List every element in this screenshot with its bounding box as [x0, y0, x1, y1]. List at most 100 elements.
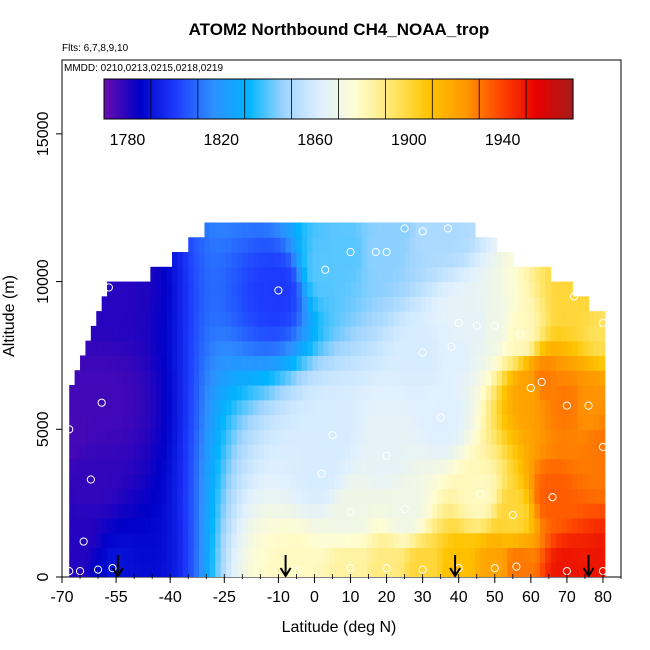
heat-cell — [231, 311, 238, 327]
heat-cell — [323, 340, 330, 357]
heat-cell — [572, 399, 579, 416]
heat-cell — [301, 266, 308, 283]
heat-cell — [464, 281, 471, 297]
heat-cell — [593, 311, 600, 327]
heat-cell — [280, 237, 287, 253]
heat-cell — [577, 532, 584, 549]
heat-cell — [80, 458, 87, 475]
heat-cell — [350, 517, 357, 534]
heat-cell — [545, 562, 552, 577]
heat-cell — [296, 458, 303, 475]
heat-cell — [296, 355, 303, 371]
heat-cell — [150, 399, 157, 416]
heat-cell — [534, 444, 541, 460]
heat-cell — [550, 444, 557, 460]
heat-cell — [226, 547, 233, 563]
heat-cell — [291, 266, 298, 283]
heat-cell — [128, 562, 135, 577]
heat-cell — [96, 444, 103, 460]
heat-cell — [199, 355, 206, 371]
heat-cell — [323, 488, 330, 504]
heat-cell — [393, 532, 400, 549]
heat-cell — [166, 296, 173, 312]
heat-cell — [269, 414, 276, 430]
heat-cell — [139, 384, 146, 401]
heatmap-field — [69, 222, 606, 577]
heat-cell — [345, 355, 352, 371]
colorbar-segment — [542, 79, 546, 119]
heat-cell — [312, 296, 319, 312]
heat-cell — [447, 503, 454, 519]
observation-point — [418, 348, 427, 357]
heat-cell — [323, 384, 330, 401]
heat-cell — [123, 325, 130, 342]
heat-cell — [361, 517, 368, 534]
heat-cell — [556, 281, 563, 297]
heat-cell — [447, 399, 454, 416]
colorbar-segment — [209, 79, 213, 119]
heat-cell — [415, 370, 422, 386]
heat-cell — [253, 296, 260, 312]
heat-cell — [188, 311, 195, 327]
heat-cell — [426, 237, 433, 253]
heat-cell — [480, 414, 487, 430]
heat-cell — [529, 340, 536, 357]
heat-cell — [415, 340, 422, 357]
heat-cell — [280, 429, 287, 445]
heat-cell — [318, 429, 325, 445]
heat-cell — [345, 370, 352, 386]
colorbar-segment — [115, 79, 119, 119]
heat-cell — [134, 340, 141, 357]
heat-cell — [334, 429, 341, 445]
heat-cell — [161, 311, 168, 327]
heat-cell — [437, 325, 444, 342]
heat-cell — [529, 266, 536, 283]
colorbar-segment — [303, 79, 307, 119]
heat-cell — [523, 355, 530, 371]
heat-cell — [236, 340, 243, 357]
heat-cell — [372, 532, 379, 549]
heat-cell — [496, 355, 503, 371]
heat-cell — [415, 325, 422, 342]
heat-cell — [539, 325, 546, 342]
heat-cell — [291, 340, 298, 357]
heat-cell — [172, 547, 179, 563]
x-tick-label: 40 — [450, 589, 468, 606]
heat-cell — [96, 384, 103, 401]
colorbar-segment — [157, 79, 161, 119]
heat-cell — [550, 547, 557, 563]
heat-cell — [431, 517, 438, 534]
heat-cell — [242, 340, 249, 357]
heat-cell — [253, 503, 260, 519]
heat-cell — [128, 503, 135, 519]
heat-cell — [236, 488, 243, 504]
heat-cell — [296, 325, 303, 342]
heat-cell — [561, 429, 568, 445]
heat-cell — [134, 532, 141, 549]
observation-point — [400, 504, 409, 514]
heat-cell — [512, 355, 519, 371]
heat-cell — [382, 473, 389, 489]
heat-cell — [345, 252, 352, 268]
heat-cell — [263, 399, 270, 416]
heat-cell — [453, 517, 460, 534]
heat-cell — [550, 414, 557, 430]
heat-cell — [144, 532, 151, 549]
heat-cell — [328, 503, 335, 519]
colorbar-segment — [476, 79, 480, 119]
heat-cell — [399, 429, 406, 445]
heat-cell — [209, 266, 216, 283]
heat-cell — [464, 488, 471, 504]
heat-cell — [377, 562, 384, 577]
heat-cell — [545, 384, 552, 401]
x-tick-label: 30 — [414, 589, 432, 606]
heat-cell — [177, 547, 184, 563]
heat-cell — [529, 370, 536, 386]
colorbar-segment — [146, 79, 150, 119]
heat-cell — [334, 296, 341, 312]
heat-cell — [144, 444, 151, 460]
heat-cell — [90, 562, 97, 577]
heat-cell — [80, 517, 87, 534]
heat-cell — [301, 488, 308, 504]
heat-cell — [188, 252, 195, 268]
